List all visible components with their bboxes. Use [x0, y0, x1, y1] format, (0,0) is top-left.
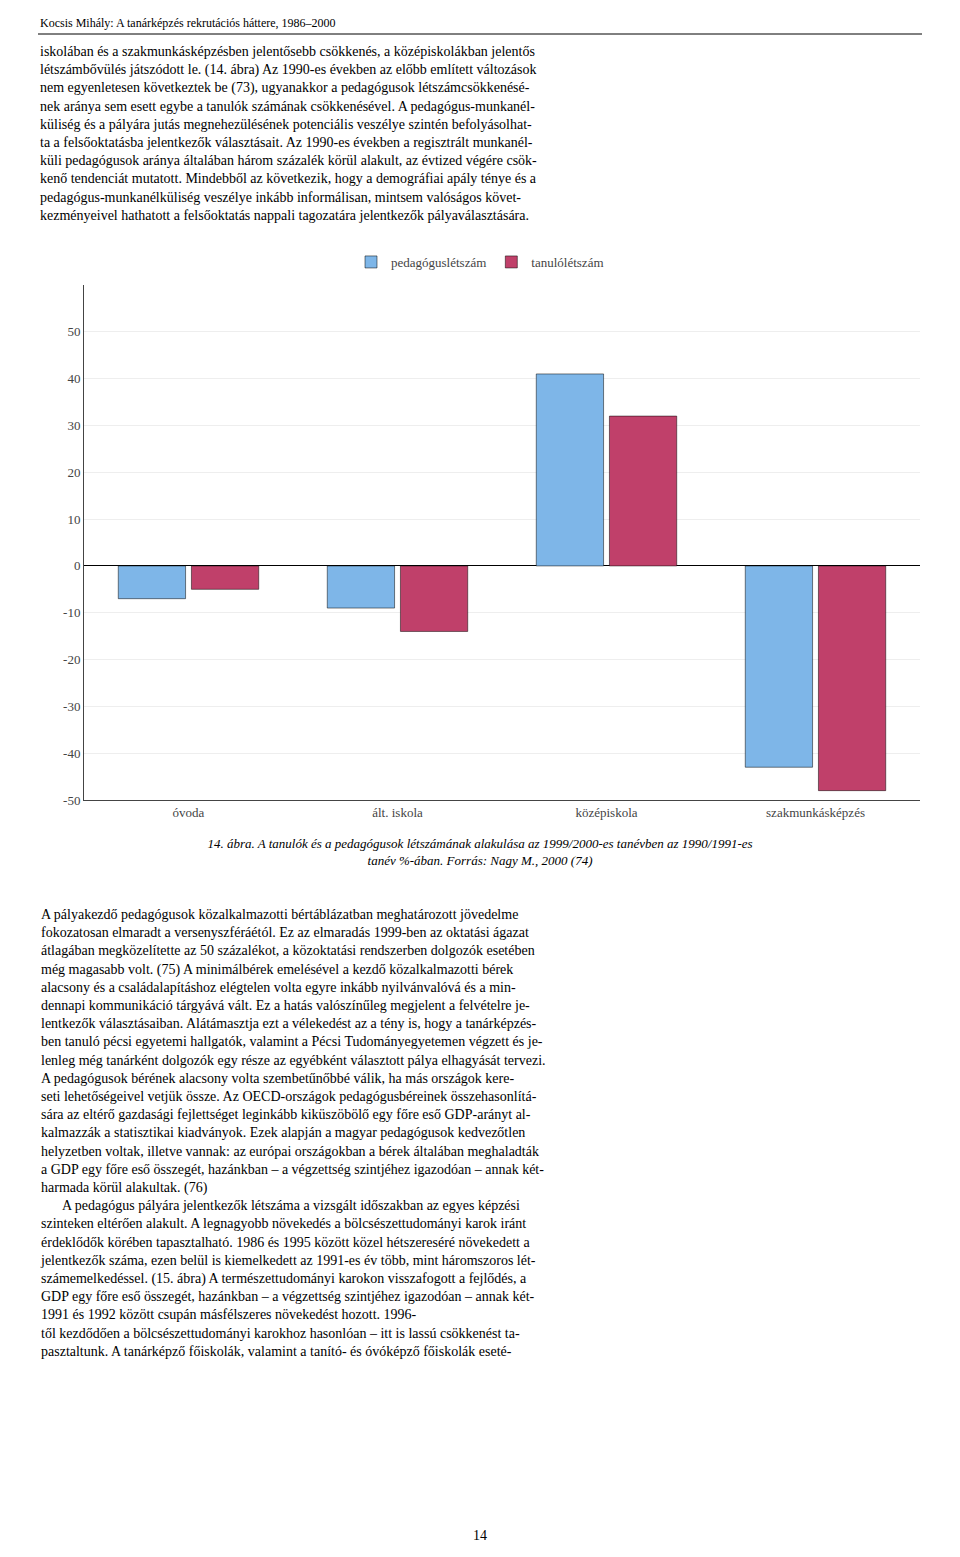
svg-text:30: 30 — [67, 418, 80, 433]
svg-text:óvoda: óvoda — [173, 805, 205, 820]
svg-text:40: 40 — [67, 371, 80, 386]
svg-text:ált. iskola: ált. iskola — [372, 805, 423, 820]
svg-text:iskolában és a szakmunkásképzé: iskolában és a szakmunkásképzésben jelen… — [40, 44, 537, 223]
svg-text:Kocsis Mihály: A tanárképzés r: Kocsis Mihály: A tanárképzés rekrutációs… — [40, 16, 336, 30]
svg-text:-50: -50 — [63, 793, 80, 808]
svg-text:20: 20 — [67, 465, 80, 480]
svg-text:10: 10 — [67, 512, 80, 527]
svg-text:0: 0 — [74, 558, 81, 573]
svg-text:50: 50 — [67, 324, 80, 339]
svg-text:tanulólétszám: tanulólétszám — [531, 255, 603, 270]
svg-text:szakmunkásképzés: szakmunkásképzés — [766, 805, 865, 820]
svg-text:-30: -30 — [63, 699, 80, 714]
svg-text:14: 14 — [473, 1528, 487, 1543]
svg-text:-40: -40 — [63, 746, 80, 761]
svg-text:A pályakezdő pedagógusok közal: A pályakezdő pedagógusok közalkalmazotti… — [40, 907, 546, 1359]
svg-text:-10: -10 — [63, 605, 80, 620]
svg-text:pedagóguslétszám: pedagóguslétszám — [391, 255, 486, 270]
svg-text:-20: -20 — [63, 652, 80, 667]
svg-text:középiskola: középiskola — [575, 805, 637, 820]
svg-text:14. ábra. A tanulók és a pedag: 14. ábra. A tanulók és a pedagógusok lét… — [207, 836, 752, 868]
